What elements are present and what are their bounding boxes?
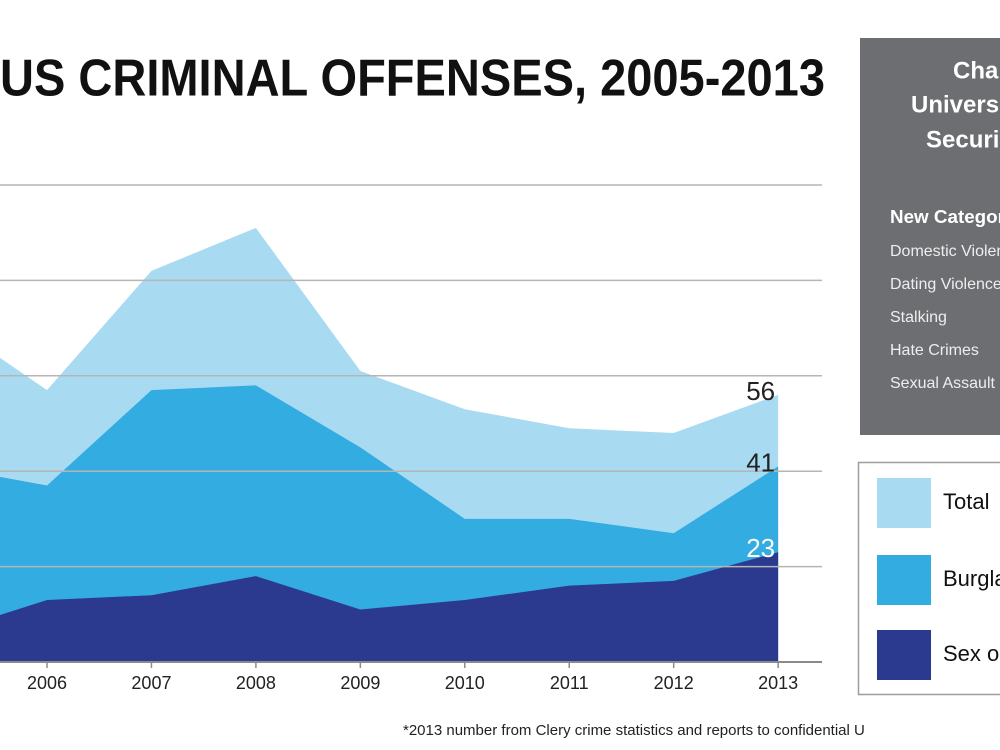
sidebar-item: Dating Violence: [890, 276, 1000, 293]
x-tick-label: 2007: [131, 673, 171, 693]
legend-swatch: [877, 630, 931, 680]
sidebar-box: [860, 38, 1000, 435]
legend-box: [857, 461, 1000, 696]
sidebar-subheading: New Categor: [890, 207, 1000, 227]
x-tick-label: 2010: [445, 673, 485, 693]
sidebar-heading: Securi: [926, 126, 999, 153]
x-tick-label: 2011: [550, 673, 589, 693]
legend-label: Burgla: [943, 566, 1000, 591]
legend-label: Total: [943, 489, 989, 514]
x-tick-label: 2008: [236, 673, 276, 693]
sidebar-item: Hate Crimes: [890, 342, 979, 359]
x-tick-label: 2009: [340, 673, 380, 693]
end-label: 41: [746, 447, 775, 477]
legend-swatch: [877, 478, 931, 528]
sidebar-item: Sexual Assault: [890, 375, 996, 392]
x-tick-label: 2006: [27, 673, 67, 693]
legend-label: Sex o: [943, 641, 999, 666]
sidebar-heading: Cha: [953, 57, 999, 84]
legend-swatch: [877, 555, 931, 605]
end-label: 23: [746, 533, 775, 563]
end-label: 56: [746, 376, 775, 406]
sidebar-item: Stalking: [890, 309, 947, 326]
sidebar-item: Domestic Violen: [890, 243, 1000, 260]
x-tick-label: 2012: [654, 673, 694, 693]
area: [0, 552, 779, 662]
x-tick-label: 2013: [758, 673, 798, 693]
chart-title: US CRIMINAL OFFENSES, 2005-2013: [0, 50, 825, 108]
footnote: *2013 number from Clery crime statistics…: [403, 722, 865, 739]
sidebar-heading: Univers: [911, 91, 999, 118]
